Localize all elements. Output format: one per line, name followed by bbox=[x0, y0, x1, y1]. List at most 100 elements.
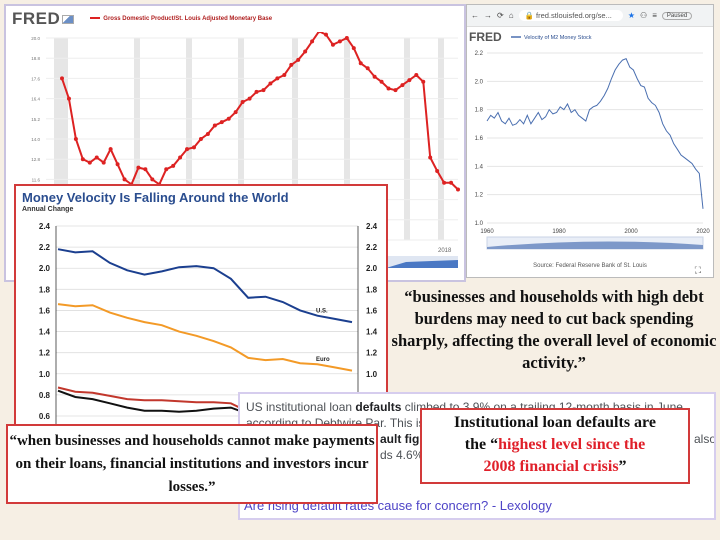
data-point bbox=[143, 167, 148, 172]
data-point bbox=[233, 110, 238, 115]
data-point bbox=[303, 49, 308, 54]
y-tick-label: 1.2 bbox=[475, 193, 484, 199]
forward-icon[interactable]: → bbox=[484, 11, 492, 20]
data-point bbox=[240, 99, 245, 104]
y-tick-label: 17.6 bbox=[31, 76, 40, 81]
y-tick-label-right: 2.0 bbox=[366, 264, 378, 273]
data-point bbox=[178, 155, 183, 160]
data-point bbox=[358, 61, 363, 66]
data-point bbox=[310, 39, 315, 44]
data-point bbox=[372, 74, 377, 79]
source-note: Source: Federal Reserve Bank of St. Loui… bbox=[533, 263, 647, 269]
data-point bbox=[205, 131, 210, 136]
data-point bbox=[60, 76, 64, 81]
x-tick-label: 1980 bbox=[552, 229, 566, 235]
data-point bbox=[414, 73, 419, 78]
y-tick-label: 18.8 bbox=[31, 56, 40, 61]
y-tick-label-left: 2.0 bbox=[39, 264, 51, 273]
data-point bbox=[337, 39, 342, 44]
callout-text: the “ bbox=[464, 436, 499, 453]
back-icon[interactable]: ← bbox=[471, 11, 479, 20]
range-slider-fill bbox=[386, 260, 458, 268]
y-tick-label-right: 2.4 bbox=[366, 222, 378, 231]
data-point bbox=[456, 187, 460, 192]
fred-logo: FRED bbox=[469, 30, 502, 44]
extension-icon[interactable]: ⚇ bbox=[640, 11, 648, 20]
paused-profile-button[interactable]: Paused bbox=[661, 11, 693, 20]
tab-search-icon[interactable]: ≡ bbox=[652, 11, 657, 20]
data-point bbox=[66, 96, 71, 101]
fullscreen-icon: ⛶ bbox=[694, 265, 702, 275]
chart-subtitle: Annual Change bbox=[22, 206, 74, 213]
defaults-callout: Institutional loan defaults are the “hig… bbox=[420, 408, 690, 484]
y-tick-label: 2.0 bbox=[475, 79, 484, 85]
data-point bbox=[171, 163, 176, 168]
data-point bbox=[400, 83, 405, 88]
data-point bbox=[254, 89, 259, 94]
reload-icon[interactable]: ⟳ bbox=[497, 11, 504, 20]
snippet-text: US institutional loan bbox=[246, 400, 356, 414]
snippet-bold: defaults bbox=[355, 400, 402, 414]
data-point bbox=[192, 145, 196, 150]
data-point bbox=[379, 79, 384, 84]
snippet-line-3: ault fig bbox=[380, 432, 420, 446]
data-point bbox=[407, 78, 412, 83]
y-tick-label: 1.8 bbox=[475, 108, 484, 114]
data-point bbox=[164, 167, 169, 172]
callout-highlight: 2008 financial crisis bbox=[483, 458, 619, 475]
data-point bbox=[108, 147, 113, 152]
y-tick-label-left: 2.2 bbox=[39, 243, 51, 252]
fred1-legend: Gross Domestic Product/St. Louis Adjuste… bbox=[90, 16, 272, 22]
y-tick-label-left: 0.6 bbox=[39, 412, 51, 421]
x-tick-label: 2000 bbox=[624, 229, 638, 235]
series-label: Euro bbox=[316, 357, 330, 363]
data-point bbox=[386, 86, 391, 91]
data-point bbox=[289, 62, 294, 67]
data-point bbox=[268, 81, 273, 86]
callout-text: ” bbox=[618, 458, 627, 475]
data-point bbox=[317, 32, 321, 34]
data-point bbox=[296, 57, 301, 62]
legend-label: Velocity of M2 Money Stock bbox=[524, 35, 592, 41]
y-tick-label-left: 1.8 bbox=[39, 285, 51, 294]
data-point bbox=[219, 120, 224, 125]
data-point bbox=[351, 46, 356, 51]
data-point bbox=[449, 180, 454, 185]
data-point bbox=[94, 155, 99, 160]
gdp-monetary-base-line bbox=[61, 32, 459, 191]
home-icon[interactable]: ⌂ bbox=[508, 11, 514, 20]
address-bar[interactable]: 🔒 fred.stlouisfed.org/se... bbox=[518, 10, 623, 21]
data-point bbox=[428, 155, 433, 160]
y-tick-label: 14.0 bbox=[31, 137, 40, 142]
data-point bbox=[73, 137, 78, 141]
data-point bbox=[275, 76, 280, 81]
address-bar-url: fred.stlouisfed.org/se... bbox=[535, 11, 612, 20]
quote-losses: “when businesses and households cannot m… bbox=[6, 424, 378, 504]
data-point bbox=[365, 66, 370, 71]
y-tick-label-right: 1.0 bbox=[366, 370, 378, 379]
data-point bbox=[261, 88, 266, 93]
y-tick-label: 2.2 bbox=[475, 51, 484, 57]
data-point bbox=[122, 177, 127, 182]
data-point bbox=[282, 73, 287, 78]
x-tick-label: 2018 bbox=[438, 248, 452, 254]
data-point bbox=[136, 165, 141, 170]
bookmark-star-icon[interactable]: ★ bbox=[627, 11, 636, 20]
callout-line-2: the “highest level since the bbox=[422, 434, 688, 456]
series-line-euro bbox=[57, 303, 353, 372]
y-tick-label-left: 1.2 bbox=[39, 349, 51, 358]
callout-line-3: 2008 financial crisis” bbox=[422, 456, 688, 478]
y-tick-label-right: 1.4 bbox=[366, 328, 378, 337]
range-navigator-fill bbox=[487, 241, 703, 249]
fred2-plot: FRED Velocity of M2 Money Stock 2.2 2.0 1.8 1… bbox=[469, 30, 710, 275]
y-tick-label: 12.8 bbox=[31, 157, 40, 162]
y-tick-label-left: 1.4 bbox=[39, 328, 51, 337]
y-tick-label: 16.4 bbox=[31, 97, 40, 102]
y-tick-label: 11.6 bbox=[32, 177, 41, 182]
velocity-m2-line bbox=[486, 58, 704, 209]
data-point bbox=[80, 157, 85, 162]
y-tick-label-left: 1.6 bbox=[39, 306, 51, 315]
fred-logo-icon bbox=[62, 14, 75, 24]
fred1-header: FRED Gross Domestic Product/St. Louis Ad… bbox=[6, 6, 464, 32]
y-tick-label-right: 1.8 bbox=[366, 285, 378, 294]
